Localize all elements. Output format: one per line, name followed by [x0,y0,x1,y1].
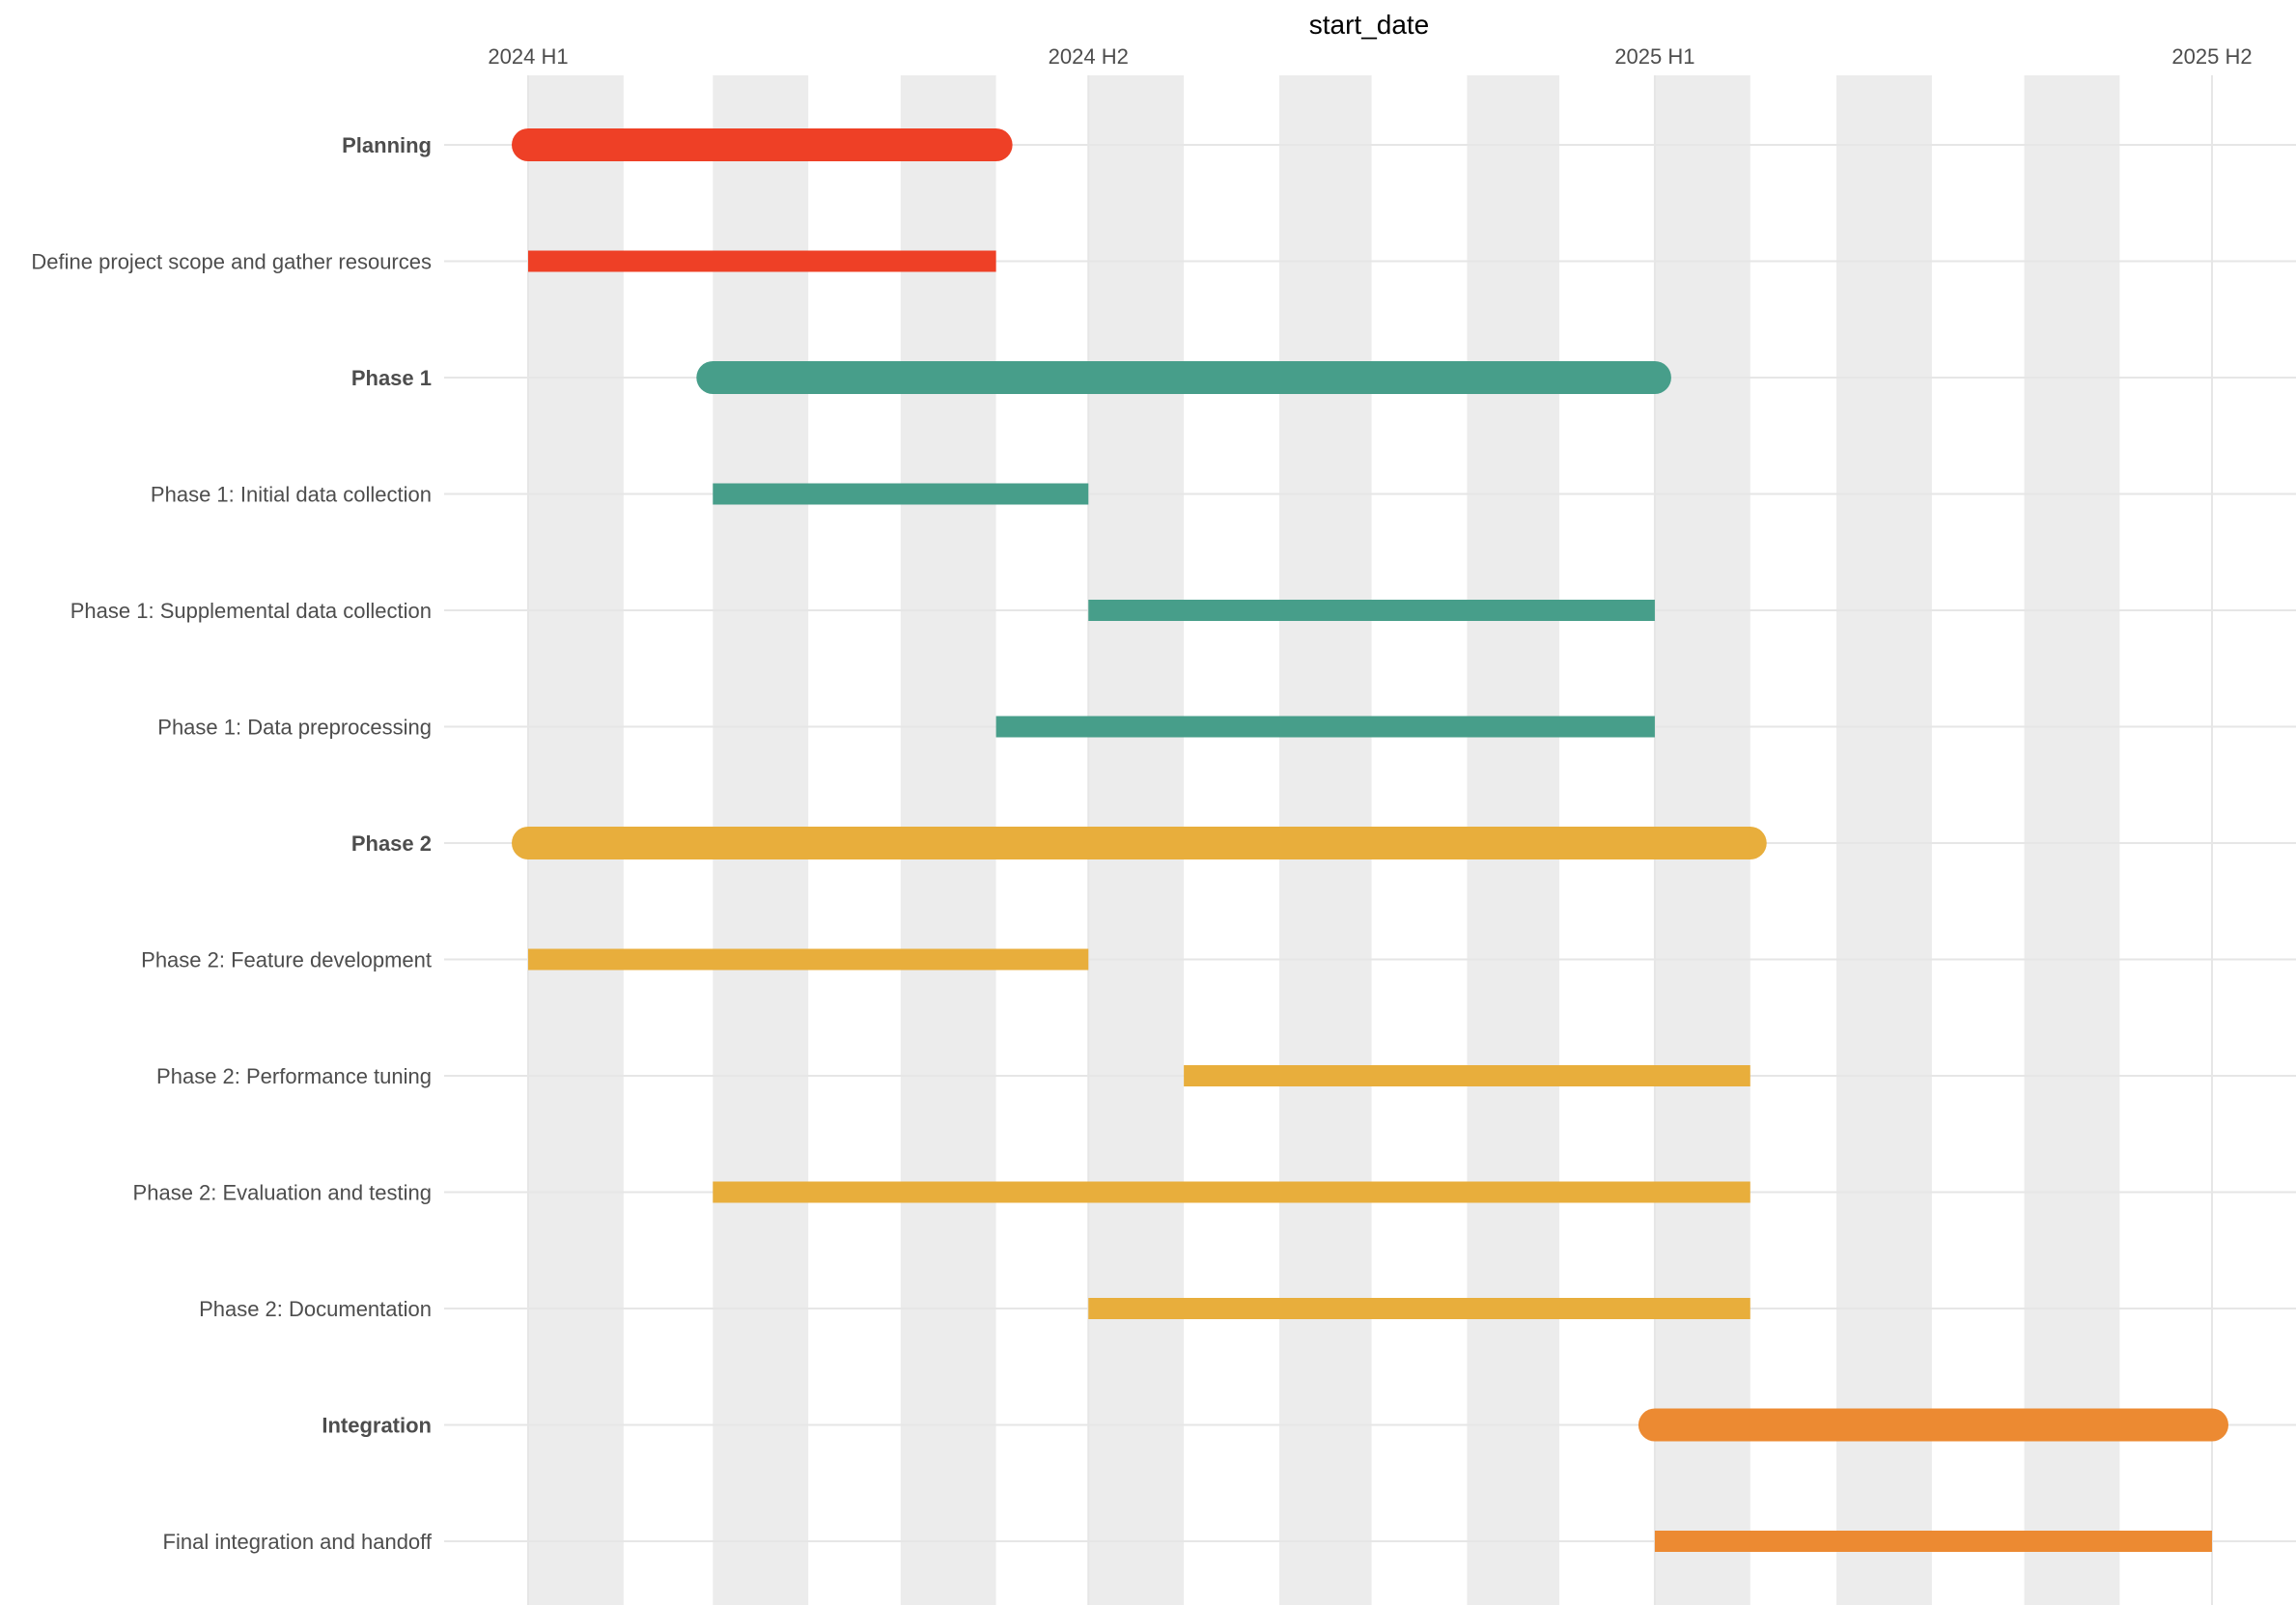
task-label: Final integration and handoff [163,1530,433,1554]
group-label: Phase 2 [351,831,432,856]
task-bar [1654,1531,2212,1552]
x-tick-label: 2024 H1 [488,44,568,69]
x-tick-label: 2025 H1 [1614,44,1694,69]
task-bar [995,716,1655,738]
group-label: Planning [342,133,432,157]
task-label: Phase 2: Performance tuning [156,1064,432,1088]
group-label: Phase 1 [351,366,432,390]
task-label: Phase 2: Feature development [141,948,432,972]
task-label: Define project scope and gather resource… [31,250,432,274]
x-tick-label: 2025 H2 [2171,44,2252,69]
task-bar [713,483,1089,505]
task-bar [528,250,996,272]
task-label: Phase 1: Initial data collection [151,483,432,507]
task-bar [1088,1298,1750,1319]
task-label: Phase 2: Documentation [199,1297,432,1321]
task-bar [713,1181,1750,1203]
task-label: Phase 1: Supplemental data collection [70,599,432,623]
task-bar [1088,600,1655,621]
task-bars [512,128,2228,1552]
task-bar [528,948,1089,971]
x-axis-ticks: 2024 H1 2024 H2 2025 H1 2025 H2 [488,44,2252,69]
x-axis-title: start_date [1309,10,1430,40]
month-shade-band [1836,75,1932,1605]
task-label: Phase 2: Evaluation and testing [133,1181,432,1205]
x-tick-label: 2024 H2 [1049,44,1129,69]
group-label: Integration [322,1414,432,1438]
task-bar [1184,1065,1750,1086]
month-shade-band [2024,75,2120,1605]
task-label: Phase 1: Data preprocessing [157,716,432,740]
task-labels: Planning Define project scope and gather … [31,133,432,1554]
